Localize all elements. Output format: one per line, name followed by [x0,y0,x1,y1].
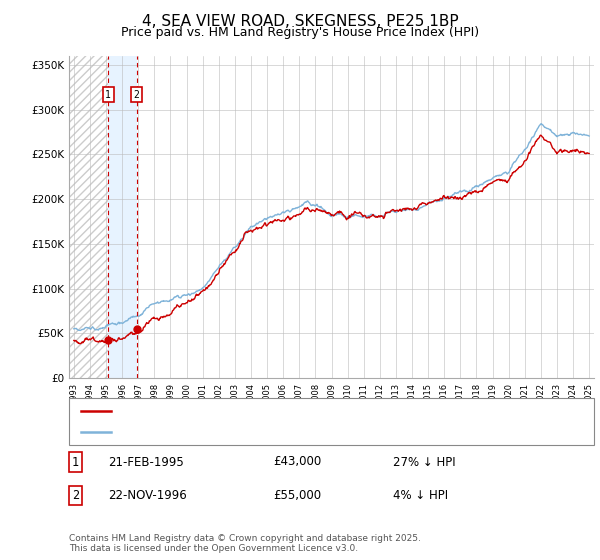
Text: 4, SEA VIEW ROAD, SKEGNESS, PE25 1BP: 4, SEA VIEW ROAD, SKEGNESS, PE25 1BP [142,14,458,29]
Text: 4, SEA VIEW ROAD, SKEGNESS, PE25 1BP (detached house): 4, SEA VIEW ROAD, SKEGNESS, PE25 1BP (de… [120,406,452,416]
Text: 2: 2 [72,489,79,502]
Text: 1: 1 [72,455,79,469]
Bar [108,56,137,378]
Text: 22-NOV-1996: 22-NOV-1996 [108,489,187,502]
Text: 2: 2 [134,90,140,100]
Text: 27% ↓ HPI: 27% ↓ HPI [393,455,455,469]
Text: 1: 1 [105,90,111,100]
Text: 21-FEB-1995: 21-FEB-1995 [108,455,184,469]
Text: 4% ↓ HPI: 4% ↓ HPI [393,489,448,502]
Text: £43,000: £43,000 [273,455,321,469]
Text: Contains HM Land Registry data © Crown copyright and database right 2025.
This d: Contains HM Land Registry data © Crown c… [69,534,421,553]
Text: £55,000: £55,000 [273,489,321,502]
Text: Price paid vs. HM Land Registry's House Price Index (HPI): Price paid vs. HM Land Registry's House … [121,26,479,39]
Text: HPI: Average price, detached house, East Lindsey: HPI: Average price, detached house, East… [120,427,397,437]
